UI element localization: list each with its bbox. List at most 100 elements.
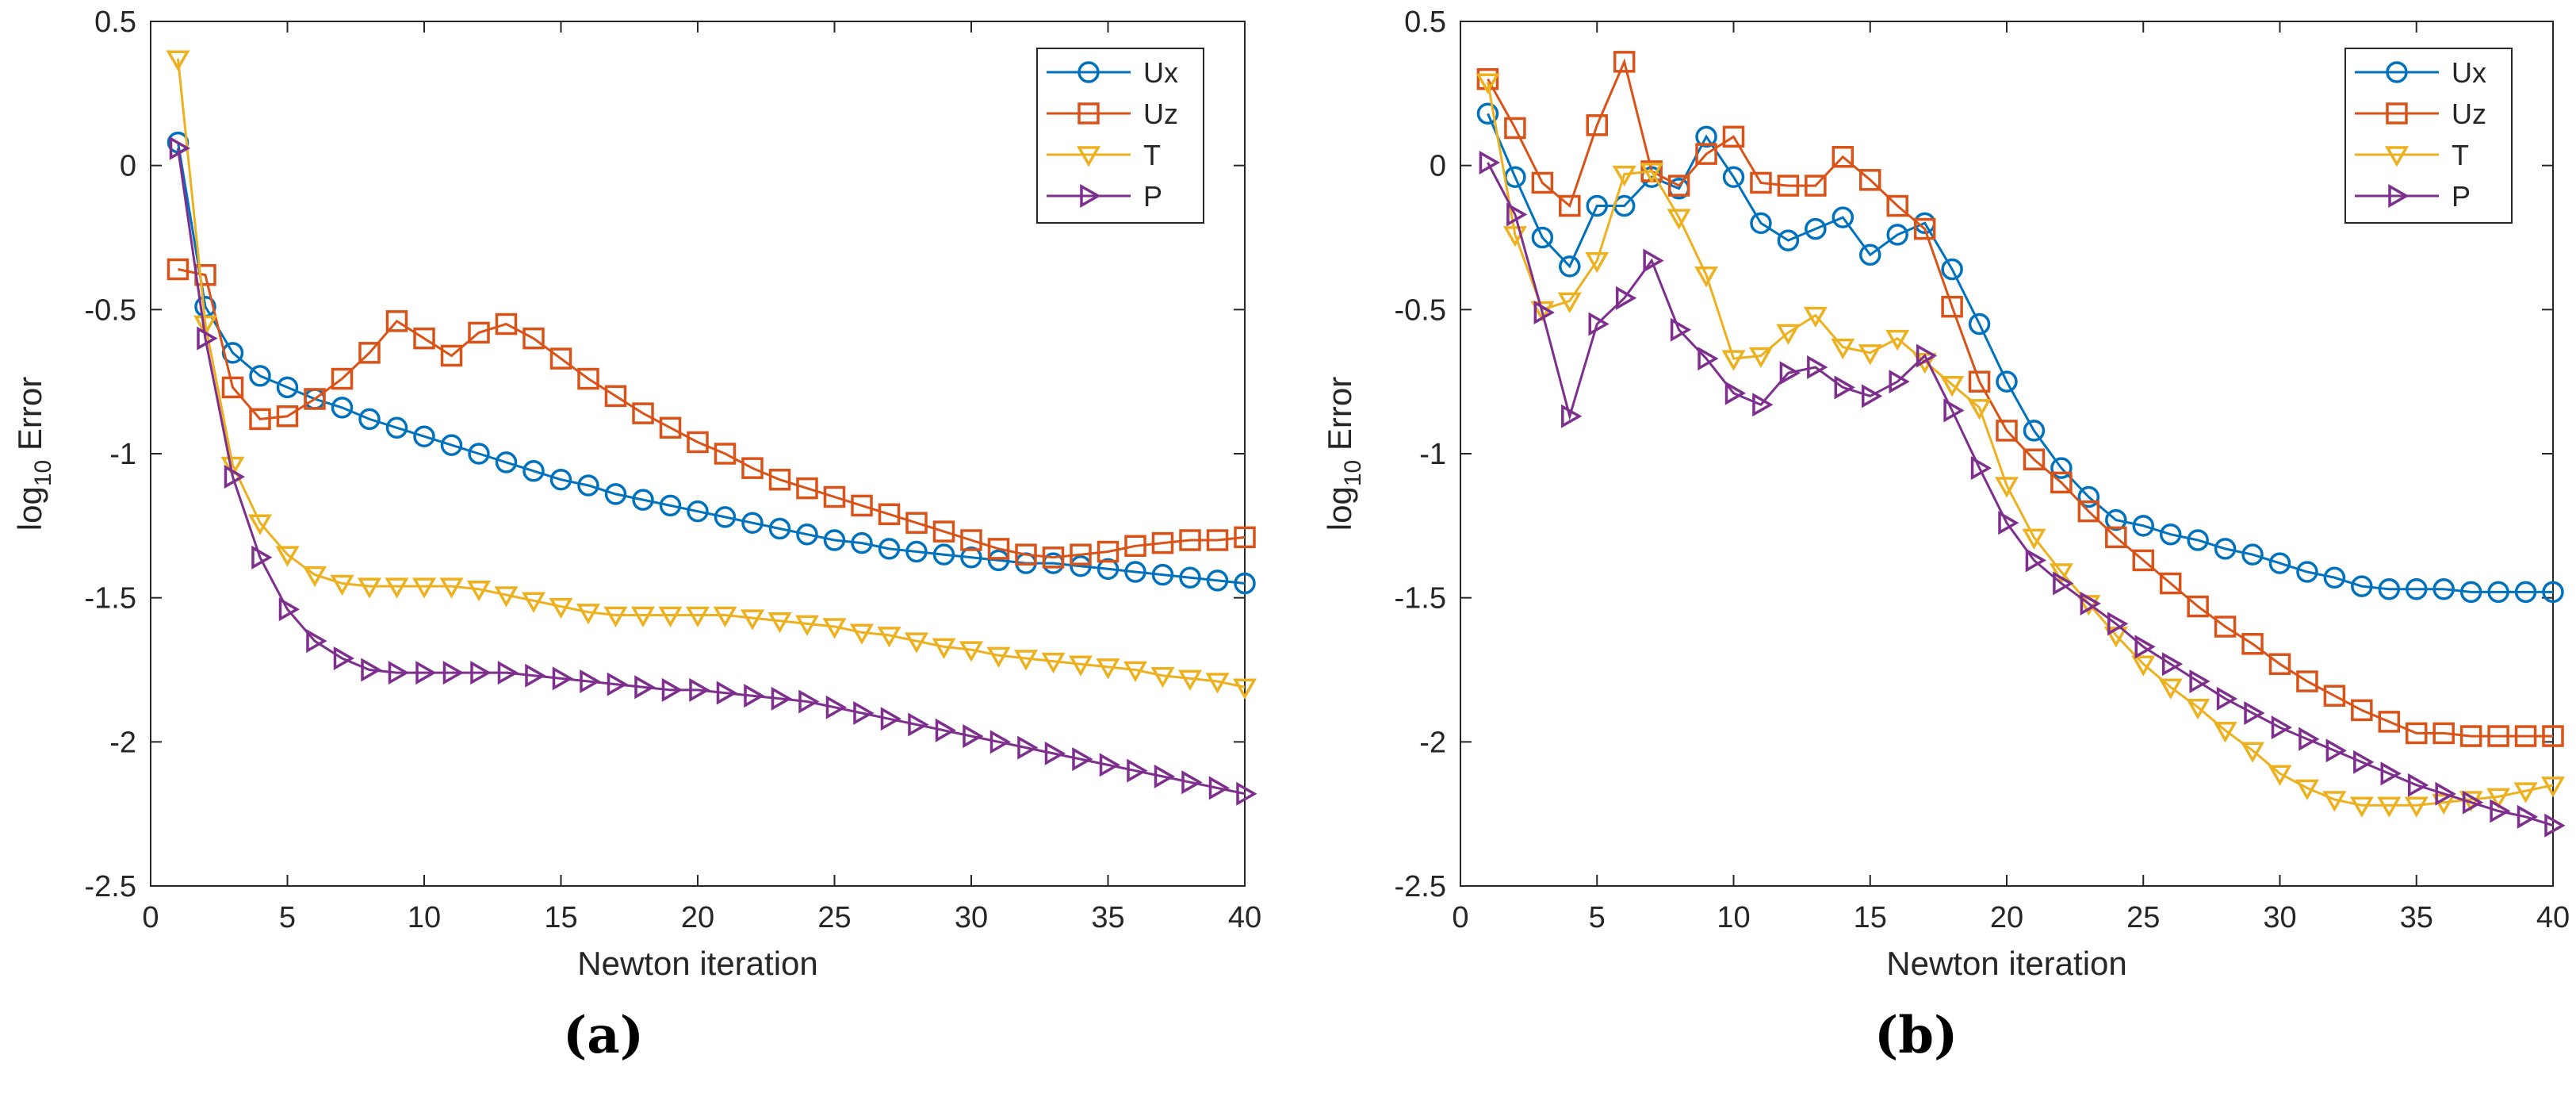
panel-a-point-t <box>959 641 984 662</box>
panel-b-legend-label-t: T <box>2452 139 2469 171</box>
panel-b-point-ux <box>2296 561 2318 583</box>
panel-a-point-t <box>576 604 601 625</box>
panel-a-point-p <box>661 677 683 702</box>
panel-b-point-uz <box>2487 725 2509 747</box>
panel-a-point-t <box>658 606 683 627</box>
panel-b-point-ux <box>1476 102 1499 125</box>
panel-a-point-p <box>1044 741 1066 765</box>
panel-b-point-t <box>2213 722 2237 743</box>
panel-b-point-ux <box>1805 217 1827 240</box>
panel-b-point-uz <box>2514 725 2537 747</box>
panel-a-point-uz <box>276 405 299 428</box>
panel-b-point-ux <box>1886 224 1908 246</box>
panel-b-point-uz <box>2351 699 2373 722</box>
panel-a-point-p <box>415 661 437 685</box>
panel-b-point-ux <box>2105 508 2127 531</box>
panel-b-point-uz <box>1750 171 1772 194</box>
panel-a-point-t <box>713 606 737 627</box>
panel-b-legend-marker-ux <box>2386 61 2408 83</box>
panel-b-point-t <box>1831 338 1855 360</box>
panel-b-xtick-label: 15 <box>1854 901 1887 934</box>
panel-a: 0 5 10 15 20 25 30 35 40 0.5 0 -0.5 -1 -1.5 -2 -2.5 Newt… <box>11 6 1261 982</box>
panel-a-point-ux <box>549 468 572 491</box>
panel-a-point-t <box>767 612 792 634</box>
panel-a-point-p <box>963 724 984 749</box>
panel-a-point-p <box>935 718 957 742</box>
panel-a-point-uz <box>768 468 791 491</box>
panel-a-point-uz <box>1179 529 1201 551</box>
panel-b-legend-box <box>2344 48 2513 224</box>
panel-b-legend-marker-uz <box>2386 102 2408 125</box>
caption-b: (b) <box>1874 1006 1958 1065</box>
panel-a-xtick-label: 30 <box>955 901 988 934</box>
panel-a-point-uz <box>741 457 764 479</box>
panel-b-point-t <box>1585 251 1610 274</box>
panel-b-point-t <box>1748 347 1773 368</box>
panel-a-point-uz <box>577 367 599 390</box>
panel-a-point-p <box>525 663 546 688</box>
panel-b-ylabel-log: log <box>1321 486 1358 531</box>
panel-a-point-p <box>552 666 574 691</box>
panel-a-point-p <box>853 700 875 726</box>
panel-b-series-ux <box>1476 102 2564 604</box>
panel-b-point-p <box>2325 738 2347 763</box>
panel-a-point-ux <box>577 474 599 497</box>
panel-a-point-p <box>1017 735 1039 760</box>
panel-a-point-t <box>877 627 901 648</box>
panel-b-point-ux <box>2514 581 2537 604</box>
panel-b-legend: Ux Uz TP <box>2344 48 2513 224</box>
panel-b-point-uz <box>2323 685 2346 707</box>
panel-b-point-p <box>1970 456 1992 481</box>
panel-a-ytick-label: 0 <box>120 150 136 183</box>
panel-b-point-ux <box>2542 581 2564 604</box>
panel-a-point-p <box>1127 758 1148 783</box>
panel-a-point-ux <box>905 540 928 563</box>
panel-b-series-p <box>1479 151 2566 838</box>
panel-a-point-uz <box>440 344 463 367</box>
panel-a-point-t <box>549 597 573 619</box>
panel-a-xtick-label: 20 <box>681 901 714 934</box>
panel-a-point-p <box>1154 764 1176 788</box>
panel-b-point-ux <box>2050 457 2073 479</box>
panel-a-point-t <box>932 638 956 659</box>
panel-a-point-ux <box>632 489 654 511</box>
panel-a-point-ux <box>331 397 354 419</box>
panel-a-point-ux <box>495 451 518 474</box>
panel-b-point-t <box>2432 793 2456 815</box>
panel-b-line-p <box>1487 162 2554 827</box>
panel-a-line-t <box>177 59 1246 688</box>
panel-a-point-ux <box>714 506 737 528</box>
panel-b-point-ux <box>1941 258 1963 281</box>
panel-a-point-t <box>521 592 546 613</box>
panel-a-point-uz <box>358 342 381 364</box>
panel-a-point-ux <box>468 443 490 465</box>
panel-b-point-uz <box>2023 448 2046 471</box>
panel-a-point-uz <box>304 388 326 410</box>
panel-a-point-p <box>251 545 273 570</box>
panel-b-point-t <box>2377 796 2402 818</box>
panel-b-legend-label-p: P <box>2452 180 2471 213</box>
panel-a-ytick-label: -1.5 <box>85 582 136 616</box>
panel-b-point-p <box>1943 398 1965 423</box>
panel-b-point-p <box>1615 286 1637 310</box>
panel-a-point-t <box>1068 655 1093 677</box>
panel-a-point-t <box>220 456 245 478</box>
panel-a-series-t <box>166 50 1257 700</box>
panel-b-point-uz <box>1667 174 1690 197</box>
panel-a-point-uz <box>905 512 928 534</box>
panel-b-xtick-label: 25 <box>2126 901 2160 934</box>
panel-a-point-p <box>771 686 793 711</box>
panel-b-point-ux <box>2187 529 2209 551</box>
panel-b-point-t <box>1885 329 1910 351</box>
panel-b-point-uz <box>2050 471 2073 494</box>
panel-a-ytick-label: 0.5 <box>94 6 136 39</box>
panel-b-point-p <box>2408 773 2429 797</box>
panel-b-point-p <box>1807 355 1828 380</box>
panel-a-point-uz <box>714 443 737 465</box>
panel-b-point-ux <box>2241 543 2264 566</box>
panel-a-point-p <box>1236 781 1257 806</box>
panel-b-xtick-label: 35 <box>2400 901 2433 934</box>
panel-b-legend-marker-p <box>2388 183 2409 209</box>
panel-a-xtick-label: 15 <box>544 901 577 934</box>
panel-a-point-uz <box>1015 543 1037 566</box>
